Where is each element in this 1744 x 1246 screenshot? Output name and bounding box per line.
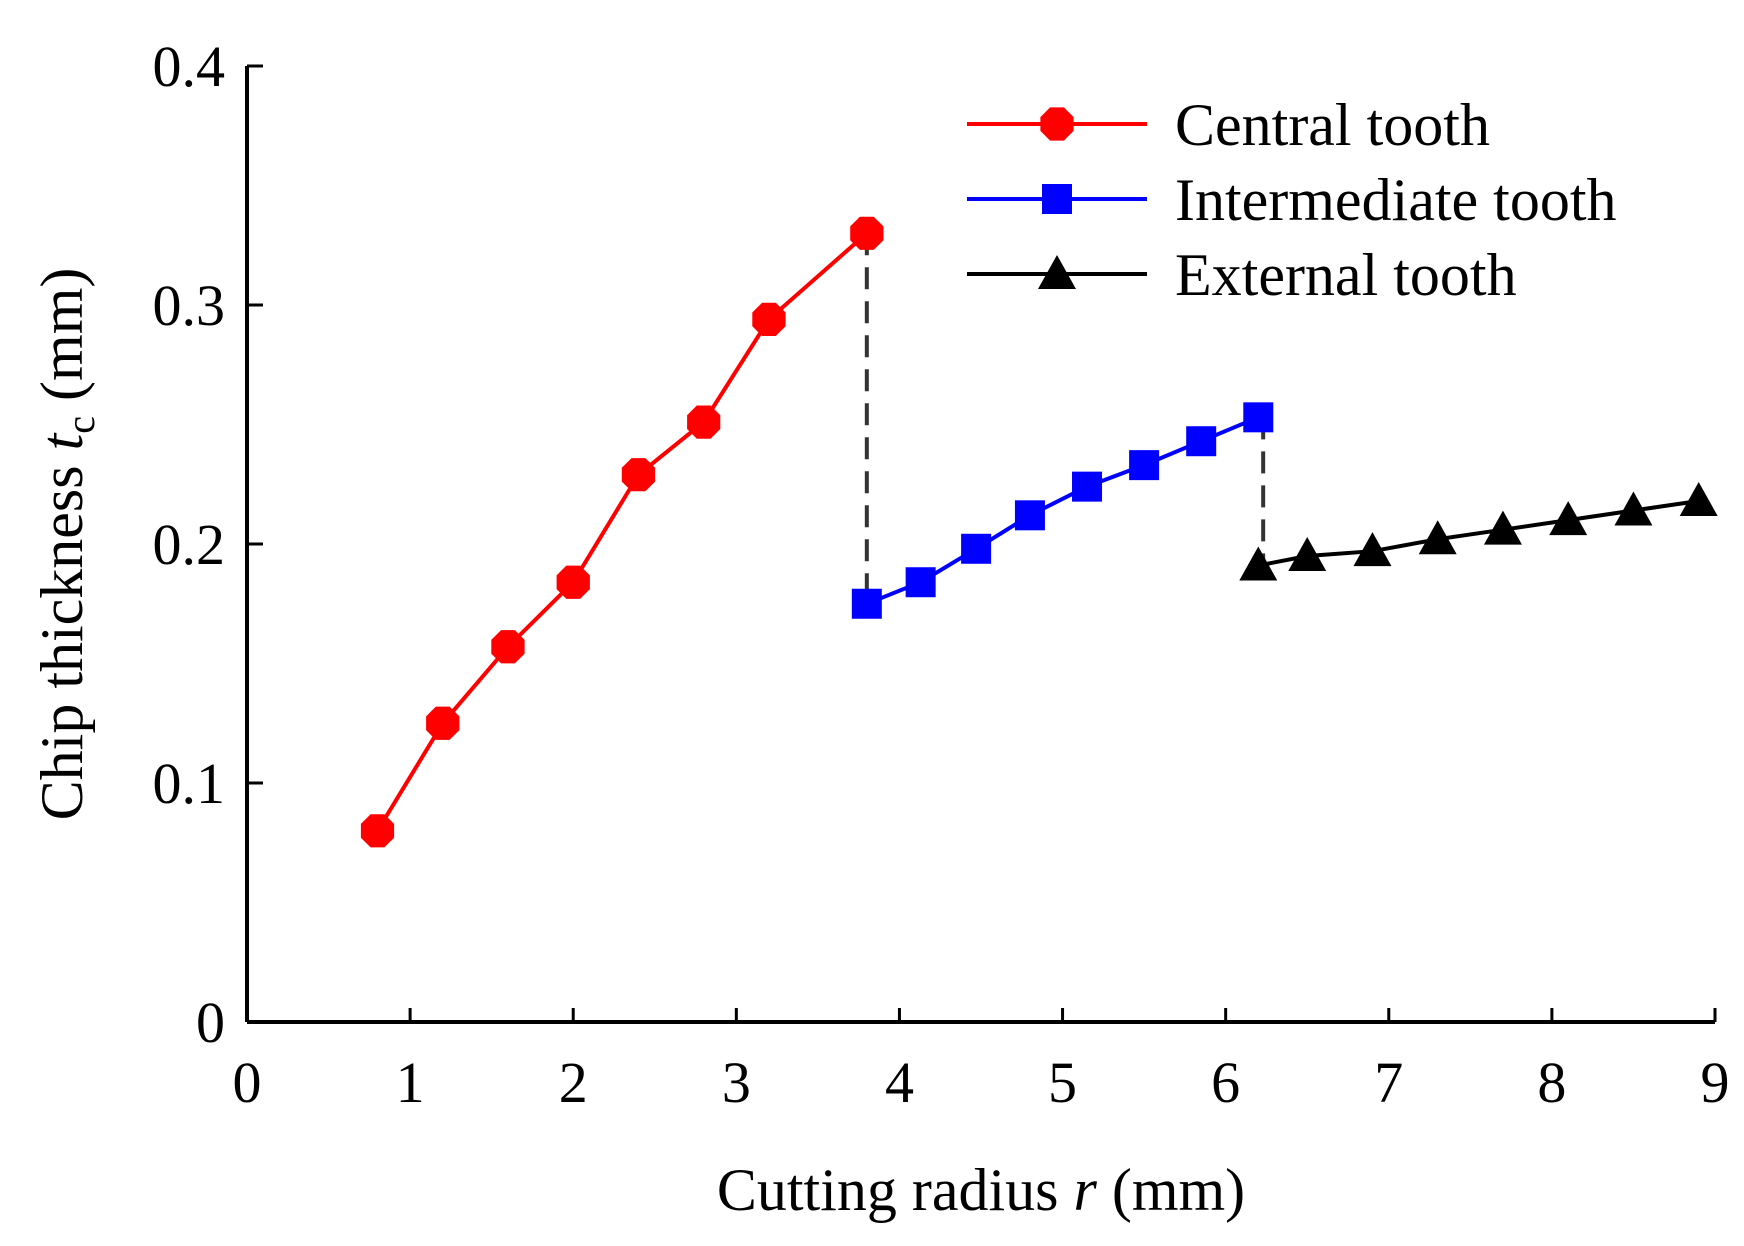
data-point (1014, 500, 1045, 531)
axes: 0 1 2 3 4 5 6 7 8 9 0 0.1 0.2 0.3 0.4 (153, 34, 1730, 1115)
x-tick-label: 8 (1537, 1050, 1566, 1115)
legend-marker (1040, 107, 1074, 141)
legend-label: Intermediate tooth (1175, 167, 1617, 233)
data-point (961, 533, 992, 564)
y-tick-label: 0.4 (153, 34, 226, 99)
series-intermediate-tooth (851, 402, 1274, 619)
legend-item: Central tooth (967, 92, 1490, 158)
data-point (851, 588, 882, 619)
legend-label: Central tooth (1175, 92, 1490, 158)
data-point (850, 216, 884, 250)
data-point (426, 706, 460, 740)
data-point (1072, 471, 1103, 502)
legend-marker (1042, 184, 1072, 214)
y-tick-label: 0.2 (153, 512, 226, 577)
data-point (1353, 532, 1392, 567)
data-point (556, 565, 590, 599)
series-external-tooth (1239, 481, 1718, 581)
series-central-tooth (360, 216, 884, 848)
data-point (491, 630, 525, 664)
x-tick-label: 2 (559, 1050, 588, 1115)
x-tick-label: 1 (396, 1050, 425, 1115)
series-line (375, 231, 869, 832)
x-tick-label: 7 (1374, 1050, 1403, 1115)
data-point (1418, 520, 1457, 555)
legend-item: External tooth (967, 242, 1517, 308)
data-point (1129, 450, 1160, 481)
x-tick-label: 4 (885, 1050, 914, 1115)
x-tick-label: 0 (233, 1050, 262, 1115)
data-point (1549, 501, 1588, 536)
data-point (1288, 536, 1327, 571)
x-tick-label: 6 (1211, 1050, 1240, 1115)
legend-label: External tooth (1175, 242, 1517, 308)
legend-marker (1038, 255, 1076, 289)
y-tick-label: 0.3 (153, 273, 226, 338)
x-tick-label: 3 (722, 1050, 751, 1115)
data-point (1679, 481, 1718, 516)
data-point (752, 302, 786, 336)
x-tick-label: 9 (1701, 1050, 1730, 1115)
series-group (360, 216, 1718, 848)
data-point (1483, 510, 1522, 545)
x-axis-label: Cutting radius r (mm) (717, 1157, 1245, 1223)
data-point (621, 458, 656, 492)
legend: Central tooth Intermediate tooth External … (967, 92, 1617, 308)
transition-lines (864, 233, 1266, 604)
x-tick-label: 5 (1048, 1050, 1077, 1115)
data-point (687, 405, 721, 439)
y-tick-label: 0 (196, 990, 225, 1055)
data-point (360, 814, 395, 848)
data-point (1614, 491, 1653, 526)
y-axis-label: Chip thickness tc (mm) (29, 268, 103, 821)
data-point (905, 567, 936, 598)
data-point (1239, 546, 1278, 581)
legend-item: Intermediate tooth (967, 167, 1617, 233)
data-point (1243, 402, 1274, 433)
data-point (1186, 426, 1217, 457)
y-tick-label: 0.1 (153, 751, 226, 816)
